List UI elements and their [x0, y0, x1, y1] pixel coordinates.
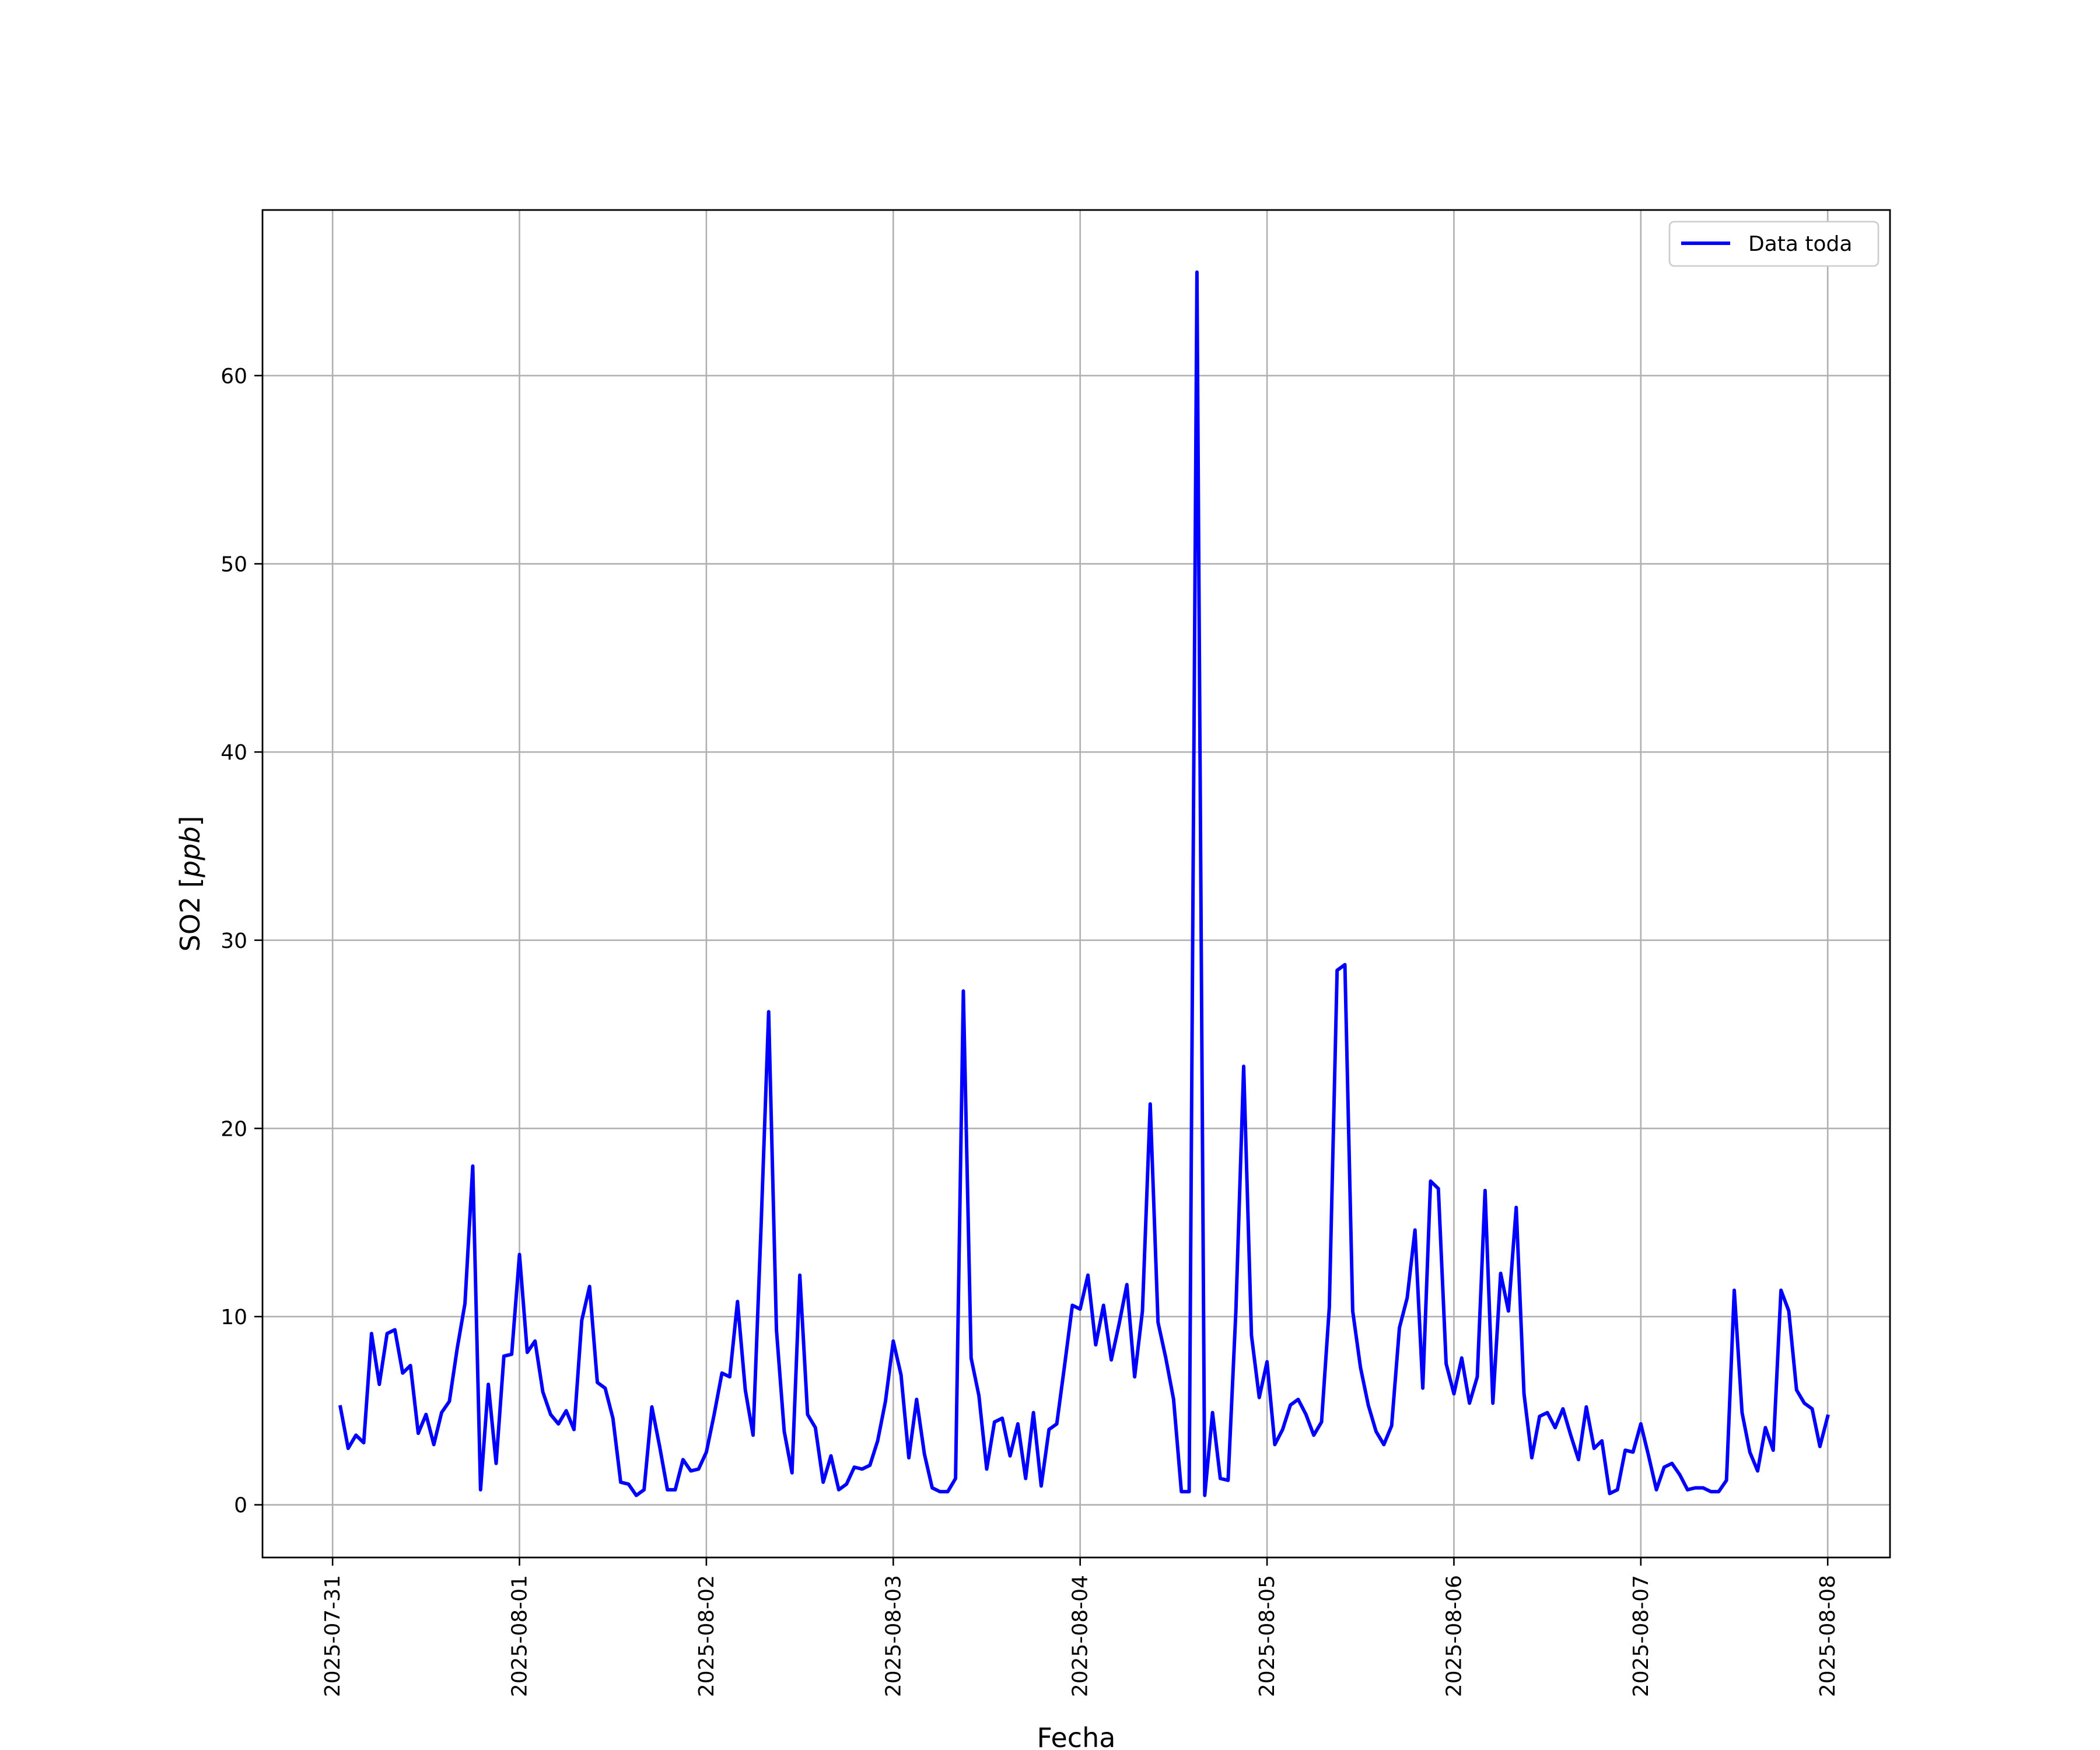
legend-label-data-toda: Data toda — [1748, 232, 1852, 256]
x-tick-label: 2025-08-08 — [1816, 1575, 1840, 1697]
x-tick-label: 2025-08-07 — [1629, 1575, 1653, 1697]
plot-area-background — [262, 210, 1890, 1558]
legend-box — [1668, 220, 1880, 267]
y-tick-label: 50 — [220, 553, 247, 577]
x-axis-label: Fecha — [1037, 1722, 1116, 1750]
y-tick-label: 10 — [220, 1306, 247, 1329]
y-axis-label-unit: ppb — [174, 827, 206, 878]
x-tick-label: 2025-08-05 — [1255, 1575, 1279, 1697]
x-tick-label: 2025-08-03 — [881, 1575, 905, 1697]
y-tick-label: 0 — [234, 1494, 247, 1518]
series-layer — [338, 270, 1830, 1497]
x-tick-label: 2025-07-31 — [321, 1575, 345, 1697]
grid-lines — [262, 210, 1890, 1558]
y-axis-label-text: SO2 [ — [174, 877, 206, 951]
y-tick-label: 40 — [220, 741, 247, 765]
y-axis-label: SO2 [ppb] — [174, 816, 206, 952]
legend: Data toda — [1668, 220, 1880, 267]
x-tick-label: 2025-08-04 — [1069, 1575, 1093, 1697]
x-tick-label: 2025-08-02 — [695, 1575, 719, 1697]
x-tick-label: 2025-08-01 — [508, 1575, 532, 1697]
y-tick-label: 60 — [220, 365, 247, 388]
x-tick-label: 2025-08-06 — [1442, 1575, 1466, 1697]
axis-ticks: 2025-07-31 2025-08-01 2025-08-02 2025-08-03… — [220, 365, 1840, 1697]
y-axis-label-close: ] — [174, 816, 206, 827]
series-line-data-toda — [338, 270, 1830, 1497]
plot-area-frame — [261, 209, 1891, 1559]
y-tick-label: 20 — [220, 1117, 247, 1141]
y-tick-label: 30 — [220, 929, 247, 953]
series-points — [340, 272, 1828, 1496]
